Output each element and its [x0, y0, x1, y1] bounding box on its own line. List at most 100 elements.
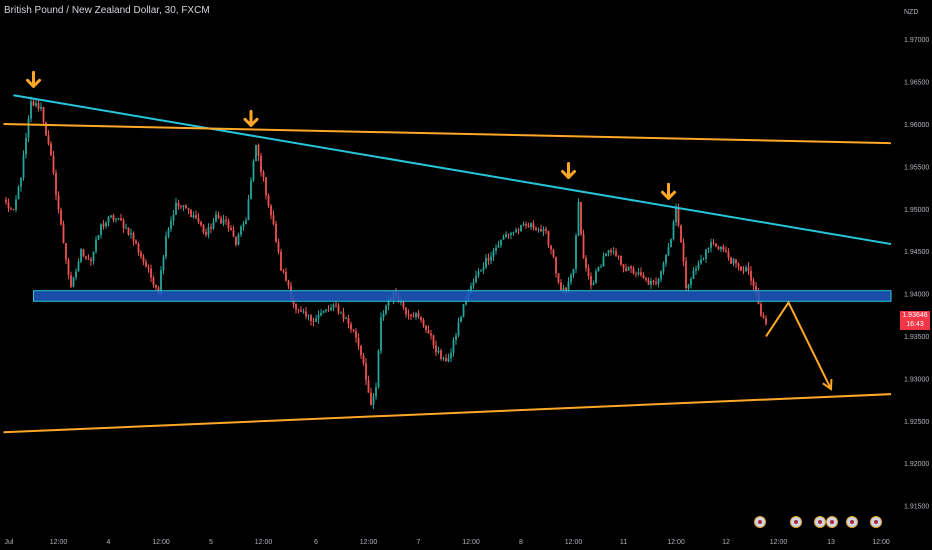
candle	[405, 306, 407, 318]
candle-body	[712, 242, 715, 244]
candle-body	[707, 247, 710, 250]
candle-body	[7, 202, 10, 209]
candle-body	[400, 301, 402, 303]
peak-arrow-icon	[661, 182, 676, 200]
event-flag-icon[interactable]	[754, 516, 766, 528]
candle	[342, 307, 345, 323]
candle-body	[222, 219, 225, 224]
candle-body	[127, 227, 130, 235]
candle	[592, 280, 595, 286]
candle-body	[637, 272, 640, 275]
candle-body	[697, 263, 700, 269]
candle-body	[27, 118, 30, 138]
candle	[380, 312, 382, 355]
candle-body	[110, 215, 112, 218]
candle	[385, 304, 387, 316]
candle-body	[385, 305, 387, 314]
candle-body	[685, 261, 687, 288]
candle	[450, 348, 452, 362]
candle	[410, 313, 412, 321]
candle-body	[752, 280, 755, 286]
event-flag-icon[interactable]	[870, 516, 882, 528]
candle	[440, 348, 442, 361]
candle-body	[32, 101, 35, 106]
candle	[320, 308, 322, 317]
candle	[355, 328, 357, 343]
candle-body	[567, 281, 570, 293]
candle-body	[722, 246, 725, 251]
y-tick-label: 1.93500	[904, 334, 929, 341]
candle-body	[667, 247, 670, 256]
candle	[352, 329, 355, 333]
candle	[572, 268, 575, 278]
candle	[112, 213, 115, 223]
candle-body	[435, 345, 437, 353]
candle-body	[745, 267, 747, 271]
x-tick-label: 12:00	[872, 539, 890, 546]
candle-body	[605, 253, 607, 257]
candle	[515, 227, 517, 233]
candle	[95, 236, 97, 254]
candle	[7, 198, 10, 212]
candle-body	[302, 311, 305, 313]
candle-body	[300, 309, 302, 312]
candle	[475, 270, 477, 284]
x-tick-label: 12:00	[565, 539, 583, 546]
candle	[585, 255, 587, 272]
candle-body	[622, 264, 625, 269]
candle	[227, 218, 230, 232]
candle	[262, 170, 265, 182]
candle-body	[355, 330, 357, 338]
event-flag-icon[interactable]	[814, 516, 826, 528]
candle-body	[460, 316, 462, 322]
candle	[17, 185, 20, 200]
candle-body	[527, 225, 530, 227]
candle-body	[662, 263, 665, 272]
candle	[275, 220, 277, 243]
candle-body	[195, 215, 197, 219]
event-flag-icon[interactable]	[846, 516, 858, 528]
candle	[130, 228, 132, 239]
candle	[712, 239, 715, 246]
candle-body	[187, 208, 190, 210]
candle	[717, 245, 720, 251]
candle-body	[232, 230, 235, 237]
event-flag-icon[interactable]	[826, 516, 838, 528]
candle	[722, 244, 725, 252]
candle-body	[50, 143, 52, 156]
candle-body	[310, 315, 312, 321]
candle-body	[427, 330, 430, 334]
candle-body	[277, 241, 280, 252]
candle-body	[172, 214, 175, 221]
candle	[725, 246, 727, 254]
candle	[522, 221, 525, 227]
candle	[15, 195, 17, 213]
candle	[505, 231, 507, 239]
candle-body	[380, 317, 382, 351]
candle	[187, 207, 190, 215]
candle	[530, 222, 532, 230]
event-flag-icon[interactable]	[790, 516, 802, 528]
candle	[190, 209, 192, 218]
candle-body	[412, 316, 415, 318]
candle-body	[592, 283, 595, 286]
candle	[745, 265, 747, 273]
candle-body	[717, 246, 720, 250]
candle	[452, 337, 455, 357]
y-tick-label: 1.92000	[904, 461, 929, 468]
candle-body	[470, 285, 472, 293]
candle	[485, 254, 487, 270]
candle	[285, 267, 287, 282]
candle-body	[315, 318, 317, 322]
candle-body	[630, 266, 632, 269]
candle	[587, 264, 590, 280]
candle	[432, 334, 435, 349]
candle	[435, 340, 437, 357]
candle	[97, 234, 100, 241]
y-tick-label: 1.91500	[904, 504, 929, 511]
currency-label: NZD	[904, 9, 918, 16]
candle-body	[452, 339, 455, 353]
y-tick-label: 1.96000	[904, 122, 929, 129]
candle-body	[672, 222, 675, 240]
